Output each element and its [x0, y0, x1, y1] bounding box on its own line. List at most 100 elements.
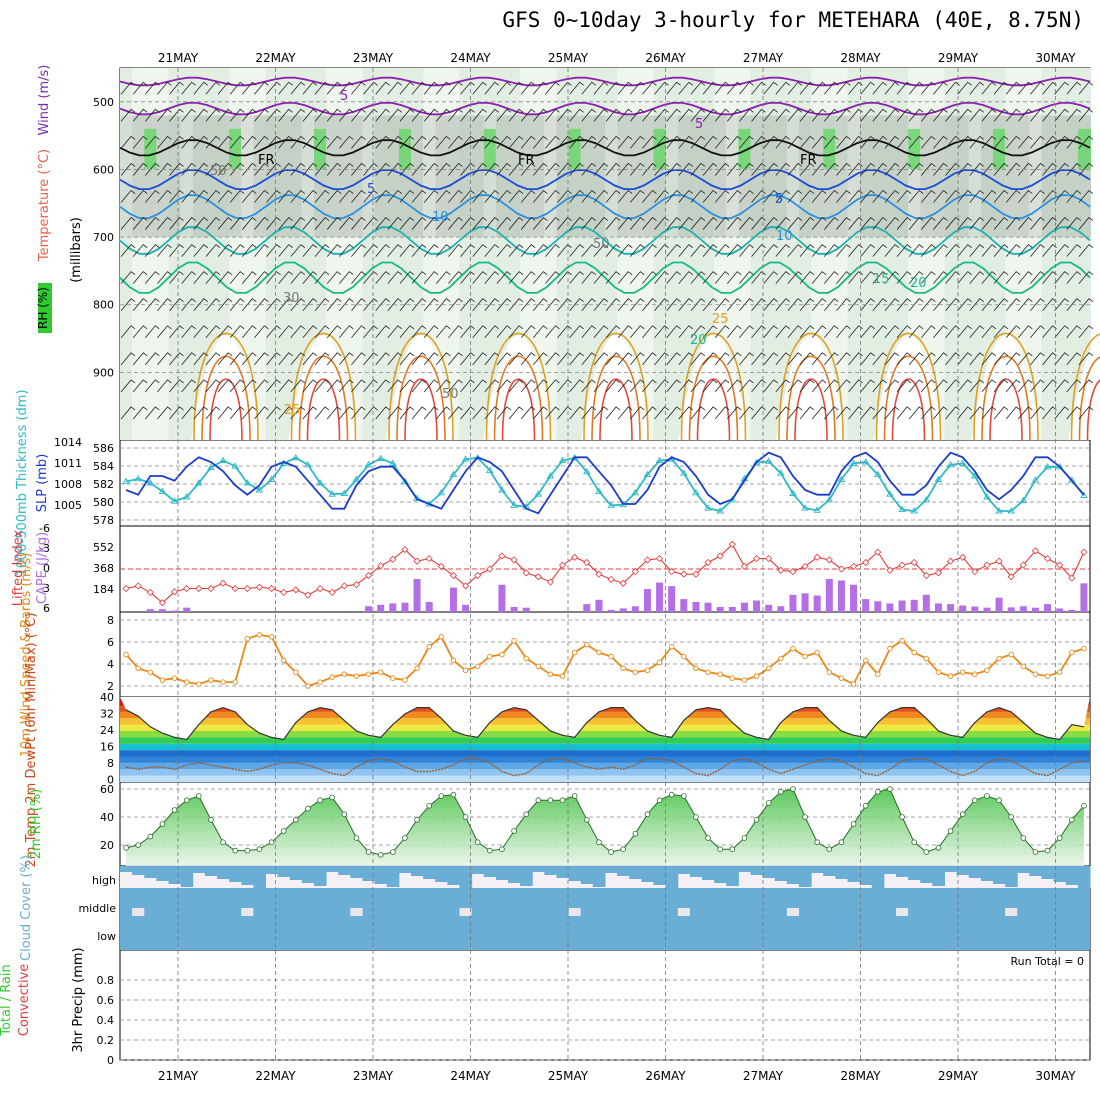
wind10-point [244, 635, 251, 642]
wind-barb [1030, 244, 1045, 257]
wind-barb [351, 244, 366, 257]
wind-barb [266, 81, 281, 95]
wind-barb [630, 244, 645, 257]
wind-barb [630, 352, 645, 366]
cloud-high-bar [786, 866, 800, 884]
wind-barb [1018, 379, 1033, 393]
warm-contour [989, 378, 1023, 441]
wind-barb [1078, 189, 1094, 203]
wind-barb [254, 135, 269, 149]
wind-barb [508, 189, 524, 203]
wind-barb [811, 162, 827, 176]
wind-barb [763, 189, 778, 203]
wind-barb [363, 379, 378, 393]
wind-barb [739, 379, 754, 393]
thickness-point [946, 460, 955, 468]
wind10-point [280, 657, 287, 664]
wind-barb [363, 108, 378, 122]
wind-barb [533, 162, 548, 176]
lifted-index-point [995, 557, 1003, 565]
wind10-point [1008, 651, 1014, 658]
wind-barb [957, 244, 972, 257]
wind-barb [145, 162, 160, 176]
wind-barb [157, 379, 172, 393]
date-label-top: 29MAY [938, 51, 979, 65]
wind-barb [727, 217, 742, 230]
wind10-point [341, 671, 348, 677]
wind-barb [484, 406, 500, 420]
rh-point [644, 811, 651, 817]
wind-barb [557, 108, 572, 122]
wind-barb [799, 162, 815, 176]
cape-bar [413, 579, 421, 612]
wind-barb [351, 298, 366, 311]
wind-barb [993, 271, 1009, 284]
wind-barb [278, 352, 293, 366]
wind-barb [666, 217, 681, 230]
lifted-index-point [352, 581, 361, 589]
wind-barb [666, 108, 681, 122]
wind-barb [872, 352, 888, 366]
wind-barb [751, 189, 766, 203]
thickness-point [134, 474, 142, 482]
wind-barb [872, 271, 888, 284]
wind10-point [862, 657, 869, 664]
wind-barb [836, 81, 851, 95]
cape-bar [449, 587, 457, 612]
wind-barb [617, 406, 633, 420]
wind-barb [1030, 298, 1045, 311]
thickness-point [486, 466, 494, 473]
cloud-high-bar [580, 866, 594, 884]
wind-barb [739, 244, 754, 257]
lifted-index-point [595, 570, 603, 578]
wind-barb [824, 271, 839, 284]
lifted-index-point [328, 588, 336, 596]
wind-barb [775, 162, 791, 176]
wind-barb [1042, 162, 1057, 176]
wind-barb [132, 352, 148, 366]
cape-bar [716, 606, 724, 612]
date-label-top: 21MAY [158, 51, 199, 65]
lifted-index-point [668, 568, 676, 576]
wind-barb [896, 81, 912, 95]
rh-point [911, 839, 917, 845]
warm-contour [1086, 379, 1100, 441]
wind-barb [714, 352, 730, 366]
lifted-index-point [522, 569, 530, 577]
wind-barb [1030, 189, 1045, 203]
wind-barb [957, 162, 972, 176]
wind-barb [872, 162, 888, 176]
contour-label: 50 [210, 164, 227, 179]
lifted-index-point [401, 545, 409, 554]
boundary-layer-dome [386, 335, 456, 440]
wind-barb [1018, 325, 1033, 339]
wind-barb [921, 108, 936, 122]
wind-barb [242, 379, 257, 393]
wind-barb [217, 352, 233, 366]
wind-barb [654, 298, 669, 311]
wind-barb [254, 379, 269, 393]
cape-bar [365, 606, 373, 612]
wind-barb [836, 217, 851, 230]
wind-barb [496, 244, 512, 257]
cloud-high-bar [993, 866, 1006, 884]
wind-barb [448, 217, 463, 230]
wind-barb [278, 108, 293, 122]
thickness-point [534, 490, 543, 497]
wind10-point [899, 637, 905, 644]
wind-barb [460, 325, 475, 339]
slp-line [125, 451, 1085, 515]
wind-barb [921, 406, 936, 420]
thickness-point [922, 495, 931, 503]
wind-barb [181, 162, 196, 176]
lifted-index-point [510, 556, 518, 564]
date-label-bottom: 28MAY [840, 1069, 881, 1083]
wind10-point [778, 655, 784, 662]
wind-barb [1066, 135, 1082, 149]
wind-barb [690, 108, 706, 122]
wind-barb [399, 352, 415, 366]
wind-barb [557, 135, 572, 149]
rh-band [253, 115, 267, 238]
wind-barb [496, 81, 512, 95]
rh-point [996, 797, 1002, 803]
